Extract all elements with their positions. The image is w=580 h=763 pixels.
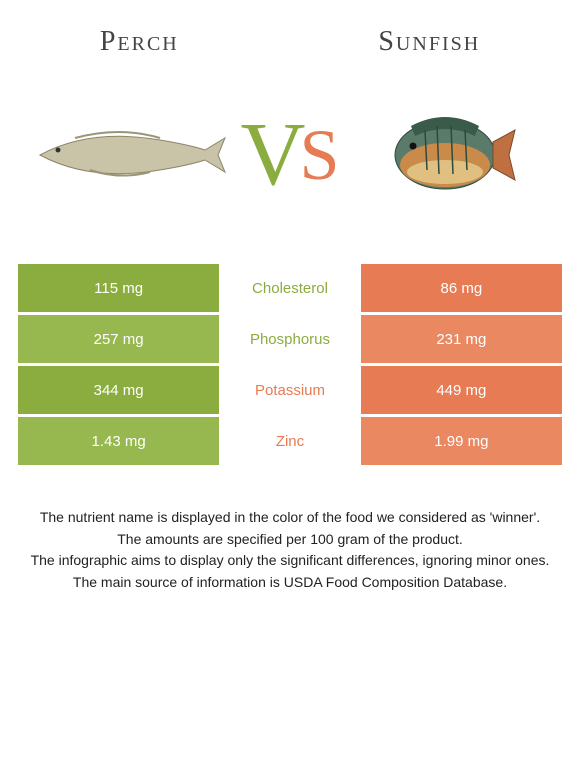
footer-line-1: The nutrient name is displayed in the co… <box>10 508 570 528</box>
footer-line-3: The infographic aims to display only the… <box>10 551 570 571</box>
left-value: 115 mg <box>18 264 219 312</box>
right-value: 86 mg <box>361 264 562 312</box>
table-row: 115 mgCholesterol86 mg <box>18 264 562 312</box>
right-value: 231 mg <box>361 315 562 363</box>
footer-notes: The nutrient name is displayed in the co… <box>0 468 580 592</box>
vs-v: V <box>240 110 305 200</box>
left-food-image <box>30 80 230 230</box>
nutrient-label: Potassium <box>219 366 360 414</box>
nutrient-label: Phosphorus <box>219 315 360 363</box>
table-row: 344 mgPotassium449 mg <box>18 366 562 414</box>
nutrient-label: Zinc <box>219 417 360 465</box>
table-row: 1.43 mgZinc1.99 mg <box>18 417 562 465</box>
left-value: 344 mg <box>18 366 219 414</box>
vs-s: S <box>299 119 339 191</box>
left-value: 257 mg <box>18 315 219 363</box>
left-value: 1.43 mg <box>18 417 219 465</box>
footer-line-4: The main source of information is USDA F… <box>10 573 570 593</box>
vs-label: V S <box>240 110 339 200</box>
left-food-title: Perch <box>100 26 179 58</box>
header-row: Perch Sunfish <box>0 0 580 68</box>
table-row: 257 mgPhosphorus231 mg <box>18 315 562 363</box>
right-value: 449 mg <box>361 366 562 414</box>
right-food-image <box>350 80 550 230</box>
right-food-title: Sunfish <box>378 26 480 58</box>
nutrient-table: 115 mgCholesterol86 mg257 mgPhosphorus23… <box>18 264 562 465</box>
right-value: 1.99 mg <box>361 417 562 465</box>
footer-line-2: The amounts are specified per 100 gram o… <box>10 530 570 550</box>
nutrient-label: Cholesterol <box>219 264 360 312</box>
images-row: V S <box>0 68 580 258</box>
